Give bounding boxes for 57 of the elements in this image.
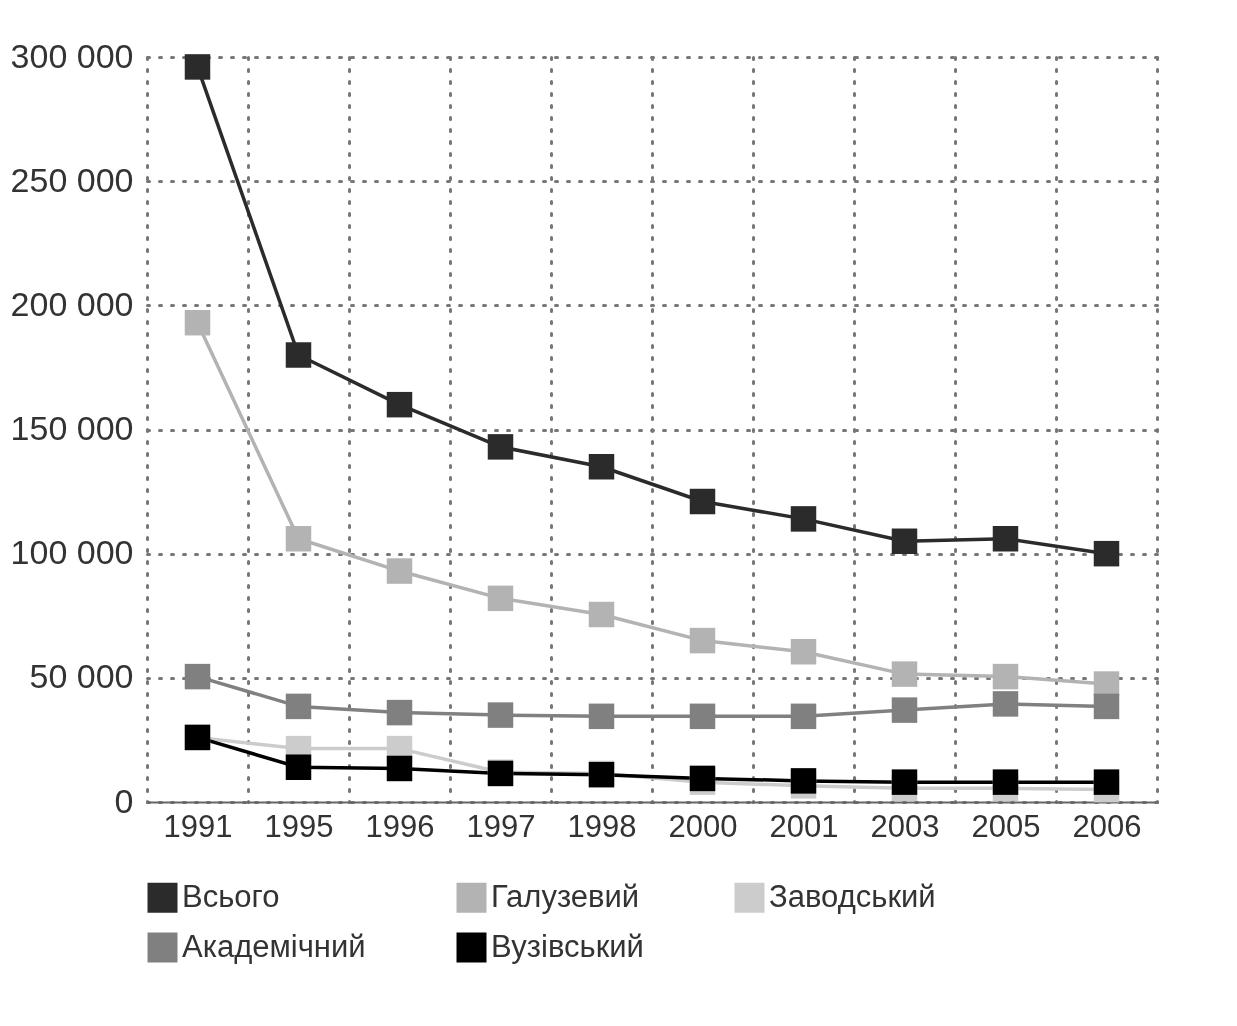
y-tick-label: 200 000 xyxy=(10,284,134,323)
point xyxy=(386,391,413,418)
point xyxy=(689,703,716,730)
y-tick-label: 300 000 xyxy=(10,36,134,75)
point xyxy=(386,558,413,584)
legend-label: Галузевий xyxy=(491,878,640,914)
point xyxy=(285,526,312,552)
point xyxy=(992,526,1019,552)
point xyxy=(790,703,817,730)
point xyxy=(790,768,817,794)
point xyxy=(184,54,211,80)
point xyxy=(689,627,716,654)
point xyxy=(285,754,312,780)
point xyxy=(1093,540,1120,567)
point xyxy=(891,769,918,795)
x-tick-label: 1995 xyxy=(264,808,334,844)
legend-label: Заводський xyxy=(769,878,936,914)
point xyxy=(1093,769,1120,795)
point xyxy=(487,434,514,460)
point xyxy=(588,703,615,730)
point xyxy=(386,755,413,782)
x-tick-label: 1998 xyxy=(567,808,637,844)
x-tick-label: 1996 xyxy=(365,808,435,844)
x-tick-label: 2003 xyxy=(870,808,940,844)
x-tick-label: 1991 xyxy=(163,808,233,844)
point xyxy=(386,699,413,726)
y-tick-label: 250 000 xyxy=(10,160,134,199)
point xyxy=(992,769,1019,795)
point xyxy=(588,601,615,628)
y-tick-label: 50 000 xyxy=(29,657,134,696)
point xyxy=(891,528,918,554)
point xyxy=(790,639,817,665)
point xyxy=(689,488,716,515)
point xyxy=(891,697,918,723)
point xyxy=(588,454,615,480)
x-tick-label: 2000 xyxy=(668,808,738,844)
point xyxy=(487,585,514,612)
legend-label: Вузівський xyxy=(491,928,644,964)
point xyxy=(992,663,1019,690)
x-tick-label: 2001 xyxy=(769,808,839,844)
x-tick-label: 2006 xyxy=(1072,808,1142,844)
x-tick-label: 2005 xyxy=(971,808,1041,844)
point xyxy=(992,691,1019,717)
point xyxy=(790,506,817,532)
y-tick-label: 150 000 xyxy=(10,409,134,447)
point xyxy=(891,661,918,687)
point xyxy=(285,342,312,368)
y-tick-label: 100 000 xyxy=(10,533,134,572)
point xyxy=(285,693,312,720)
point xyxy=(1093,693,1120,720)
y-tick-label: 0 xyxy=(114,781,134,820)
legend-label: Академічний xyxy=(182,928,366,964)
legend-label: Всього xyxy=(182,878,280,914)
point xyxy=(487,702,514,728)
point xyxy=(184,309,211,336)
point xyxy=(184,663,211,690)
x-tick-label: 1997 xyxy=(466,808,536,844)
